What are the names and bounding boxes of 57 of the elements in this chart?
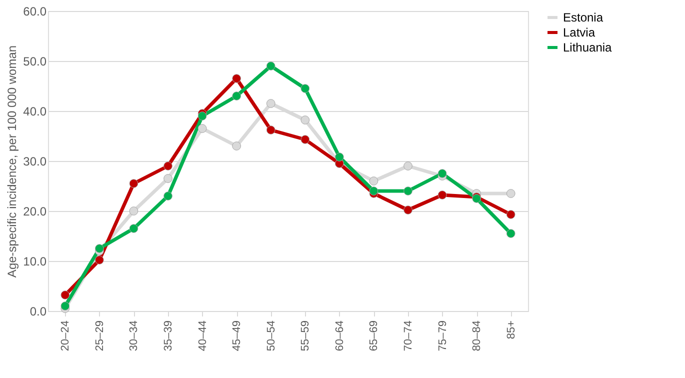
point — [60, 302, 70, 310]
y-axis-title: Age-specific incidence, per 100 000 woman — [5, 45, 20, 278]
point — [94, 244, 104, 253]
point — [232, 92, 242, 100]
point — [506, 229, 516, 238]
point — [60, 290, 70, 300]
point — [506, 189, 516, 198]
x-tick-label: 50–54 — [265, 320, 278, 352]
point — [129, 179, 138, 188]
point — [369, 176, 378, 186]
y-tick-label: 60.0 — [23, 4, 47, 18]
point — [266, 99, 276, 108]
point — [438, 169, 447, 178]
y-tick-label: 50.0 — [23, 54, 47, 68]
legend-label: Estonia — [563, 10, 604, 24]
point — [404, 162, 412, 170]
x-tick-label: 75–79 — [436, 320, 449, 352]
x-tick-label: 20–24 — [60, 320, 72, 352]
point — [232, 74, 242, 83]
point — [300, 135, 310, 144]
point — [438, 190, 447, 200]
point — [334, 152, 344, 162]
point — [300, 116, 310, 124]
point — [129, 224, 138, 233]
x-tick-label: 55–59 — [300, 320, 312, 352]
x-tick-label: 80–84 — [471, 320, 484, 352]
point — [232, 142, 242, 150]
point — [164, 192, 172, 200]
point — [94, 256, 104, 264]
x-tick-label: 40–44 — [196, 320, 209, 352]
point — [300, 84, 310, 93]
legend-label: Lithuania — [563, 40, 612, 54]
x-tick-label: 60–64 — [334, 320, 346, 352]
x-tick-label: 25–29 — [94, 320, 106, 352]
point — [404, 206, 412, 214]
point — [198, 112, 207, 120]
y-tick-label: 0.0 — [30, 304, 47, 318]
y-tick-label: 30.0 — [23, 154, 47, 168]
x-tick-label: 70–74 — [402, 320, 414, 352]
point — [266, 126, 276, 134]
x-tick-label: 85+ — [505, 320, 518, 340]
legend-label: Latvia — [563, 26, 596, 40]
point — [404, 186, 412, 196]
point — [266, 62, 276, 70]
point — [369, 186, 378, 196]
x-tick-label: 45–49 — [231, 320, 244, 352]
point — [129, 206, 138, 216]
point — [506, 210, 516, 219]
x-tick-label: 65–69 — [368, 320, 380, 352]
x-tick-label: 30–34 — [128, 320, 140, 352]
y-tick-label: 10.0 — [23, 254, 47, 268]
point — [198, 124, 207, 133]
point — [164, 174, 172, 183]
point — [164, 162, 172, 170]
y-tick-label: 20.0 — [23, 204, 47, 218]
x-tick-label: 35–39 — [162, 320, 174, 352]
y-tick-label: 40.0 — [23, 104, 47, 118]
